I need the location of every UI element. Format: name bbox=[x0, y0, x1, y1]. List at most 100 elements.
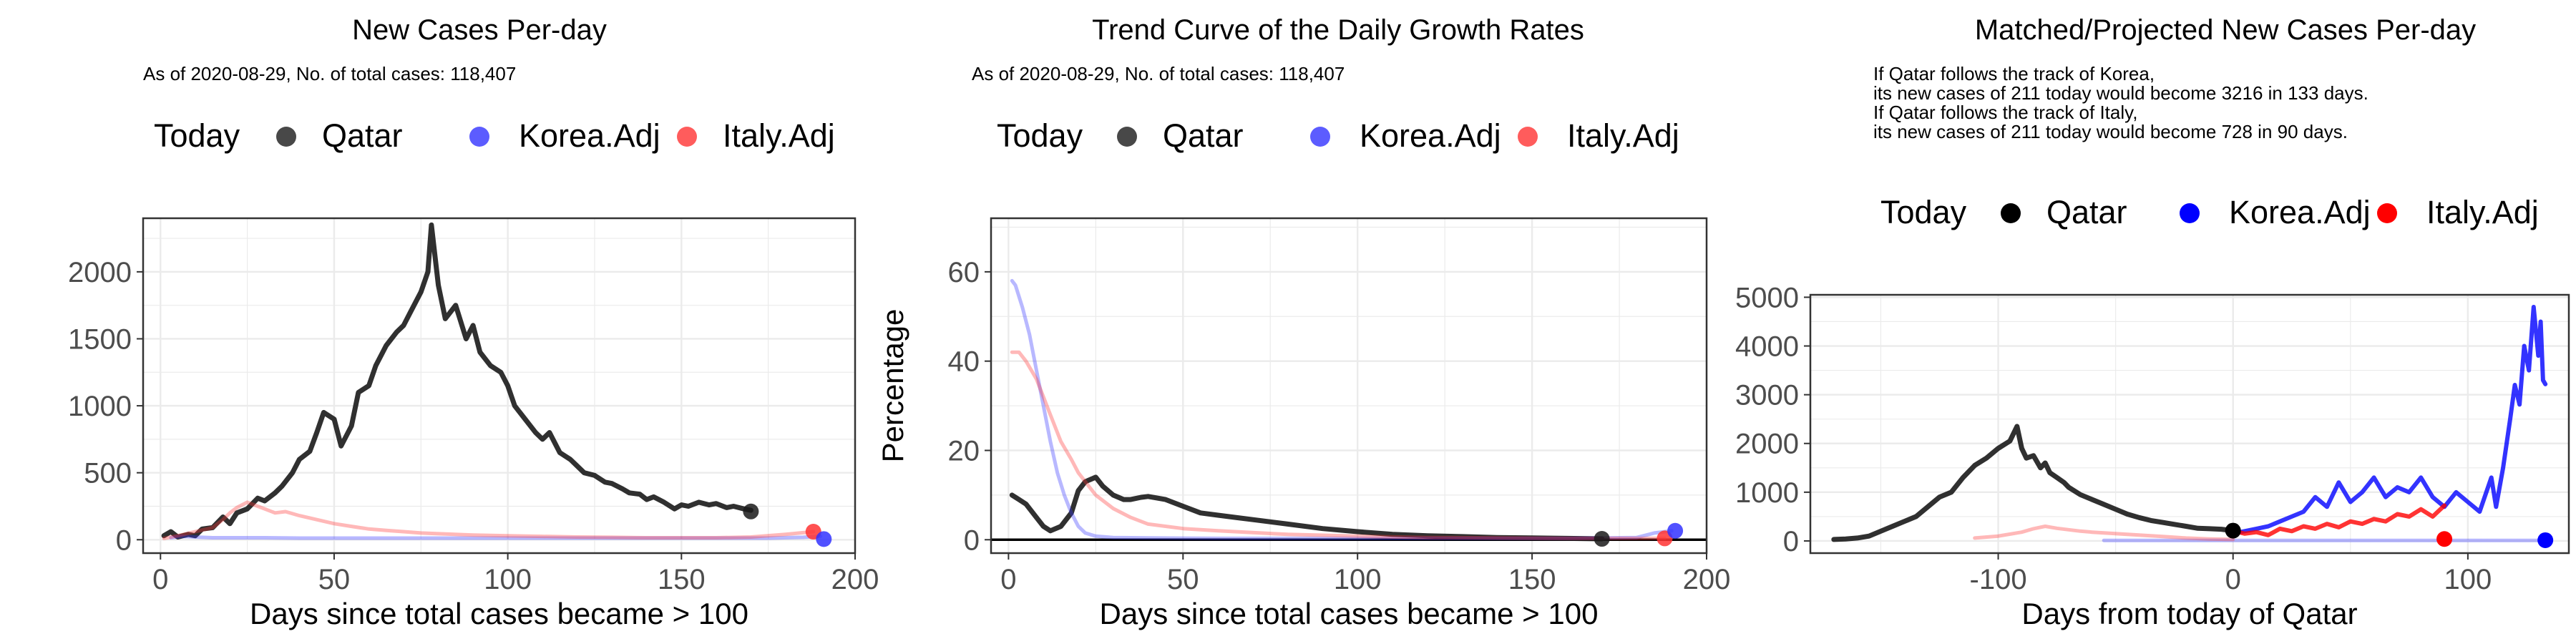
series-line-1 bbox=[1009, 474, 1605, 542]
y-tick-label: 1500 bbox=[68, 323, 132, 355]
legend-title: Today bbox=[997, 117, 1083, 154]
panel-border bbox=[142, 217, 857, 555]
y-tick-label: 3000 bbox=[1735, 380, 1799, 411]
today-point-qatar bbox=[1594, 531, 1610, 547]
chart-subtitle: As of 2020-08-29, No. of total cases: 11… bbox=[972, 63, 1345, 84]
legend-label-qatar: Qatar bbox=[2046, 194, 2127, 230]
series-line-2 bbox=[1010, 278, 1674, 540]
legend: Today Qatar Korea.Adj Italy.Adj bbox=[997, 117, 1679, 154]
today-point-qatar bbox=[743, 503, 759, 519]
x-tick-label: 0 bbox=[152, 564, 168, 595]
y-axis-label: Percentage bbox=[876, 309, 909, 463]
chart-title: Trend Curve of the Daily Growth Rates bbox=[1092, 14, 1584, 46]
chart-panel-1: New Cases Per-day As of 2020-08-29, No. o… bbox=[68, 14, 879, 630]
legend-label-italy-adj: Italy.Adj bbox=[723, 117, 835, 154]
legend-marker-qatar bbox=[2001, 203, 2021, 223]
y-tick-label: 60 bbox=[948, 257, 980, 288]
today-points bbox=[1594, 522, 1684, 547]
y-tick-label: 1000 bbox=[1735, 477, 1799, 509]
y-tick-label: 1000 bbox=[68, 391, 132, 422]
today-points bbox=[2225, 522, 2554, 548]
today-point-korea-adj bbox=[816, 531, 832, 547]
x-tick-label: 150 bbox=[658, 564, 706, 595]
x-axis-label: Days from today of Qatar bbox=[2021, 597, 2357, 630]
y-tick-label: 20 bbox=[948, 435, 980, 467]
x-axis-label: Days since total cases became > 100 bbox=[1100, 597, 1599, 630]
y-tick-label: 2000 bbox=[68, 257, 132, 288]
series-line-3 bbox=[1973, 525, 2235, 542]
chart-subtitle: As of 2020-08-29, No. of total cases: 11… bbox=[143, 63, 516, 84]
x-axis-label: Days since total cases became > 100 bbox=[250, 597, 748, 630]
axis-ticks: 0 50 100 150 200 0 20 40 60 bbox=[948, 257, 1731, 595]
gridlines bbox=[991, 218, 1707, 553]
x-tick-label: 100 bbox=[1334, 564, 1382, 595]
x-tick-label: 50 bbox=[1167, 564, 1199, 595]
legend: Today Qatar Korea.Adj Italy.Adj bbox=[154, 117, 835, 154]
x-tick-label: 0 bbox=[2225, 564, 2241, 595]
series-line-1 bbox=[1831, 424, 2236, 542]
today-points bbox=[743, 503, 832, 547]
legend-marker-qatar bbox=[276, 127, 296, 147]
legend-title: Today bbox=[154, 117, 240, 154]
x-tick-label: 100 bbox=[484, 564, 532, 595]
series-line-2 bbox=[169, 535, 822, 540]
x-tick-label: 200 bbox=[1683, 564, 1731, 595]
chart-title: New Cases Per-day bbox=[352, 14, 607, 46]
chart-title: Matched/Projected New Cases Per-day bbox=[1975, 14, 2476, 46]
gridlines bbox=[1810, 295, 2569, 553]
y-tick-label: 2000 bbox=[1735, 429, 1799, 460]
legend-label-korea-adj: Korea.Adj bbox=[519, 117, 660, 154]
legend-label-italy-adj: Italy.Adj bbox=[1567, 117, 1679, 154]
legend-label-korea-adj: Korea.Adj bbox=[1360, 117, 1501, 154]
series-line-5 bbox=[2230, 503, 2447, 537]
chart-panel-3: Matched/Projected New Cases Per-day If Qa… bbox=[1735, 14, 2570, 630]
series-line-1 bbox=[161, 222, 753, 540]
y-tick-label: 40 bbox=[948, 346, 980, 378]
chart-panel-2: Trend Curve of the Daily Growth Rates As … bbox=[876, 14, 1730, 630]
panel-border bbox=[990, 217, 1708, 555]
y-tick-label: 4000 bbox=[1735, 331, 1799, 363]
legend-marker-korea-adj bbox=[469, 127, 489, 147]
today-point-italy-adj bbox=[2436, 531, 2453, 547]
today-point-korea-adj bbox=[2537, 532, 2554, 548]
legend-marker-korea-adj bbox=[2180, 203, 2200, 223]
legend-label-qatar: Qatar bbox=[1163, 117, 1244, 154]
series-line-3 bbox=[1010, 350, 1667, 540]
y-tick-label: 500 bbox=[84, 458, 132, 489]
x-tick-label: -100 bbox=[1970, 564, 2027, 595]
series-line-3 bbox=[162, 500, 816, 540]
panel-border bbox=[1809, 293, 2570, 555]
series-lines bbox=[161, 222, 822, 540]
series-lines bbox=[1831, 305, 2548, 542]
legend-label-italy-adj: Italy.Adj bbox=[2426, 194, 2539, 230]
series-line-4 bbox=[2230, 305, 2548, 536]
chart-subtitle: If Qatar follows the track of Korea, bbox=[1873, 63, 2155, 84]
chart-subtitle: its new cases of 211 today would become … bbox=[1873, 82, 2368, 104]
legend: Today Qatar Korea.Adj Italy.Adj bbox=[1880, 194, 2539, 230]
legend-title: Today bbox=[1880, 194, 1967, 230]
y-tick-label: 5000 bbox=[1735, 282, 1799, 313]
x-tick-label: 200 bbox=[831, 564, 879, 595]
x-tick-label: 150 bbox=[1508, 564, 1556, 595]
legend-label-qatar: Qatar bbox=[322, 117, 403, 154]
series-lines bbox=[1009, 278, 1674, 542]
y-tick-label: 0 bbox=[116, 525, 132, 556]
legend-marker-italy-adj bbox=[677, 127, 697, 147]
legend-marker-italy-adj bbox=[1518, 127, 1538, 147]
y-tick-label: 0 bbox=[1783, 526, 1799, 557]
today-point-qatar bbox=[2225, 522, 2241, 539]
y-tick-label: 0 bbox=[964, 525, 980, 556]
legend-marker-korea-adj bbox=[1310, 127, 1330, 147]
legend-marker-qatar bbox=[1117, 127, 1137, 147]
chart-subtitle: If Qatar follows the track of Italy, bbox=[1873, 102, 2137, 123]
legend-marker-italy-adj bbox=[2377, 203, 2397, 223]
x-tick-label: 100 bbox=[2444, 564, 2492, 595]
x-tick-label: 50 bbox=[318, 564, 351, 595]
x-tick-label: 0 bbox=[1000, 564, 1016, 595]
today-point-korea-adj bbox=[1667, 522, 1684, 539]
chart-subtitle: its new cases of 211 today would become … bbox=[1873, 121, 2348, 142]
legend-label-korea-adj: Korea.Adj bbox=[2229, 194, 2371, 230]
